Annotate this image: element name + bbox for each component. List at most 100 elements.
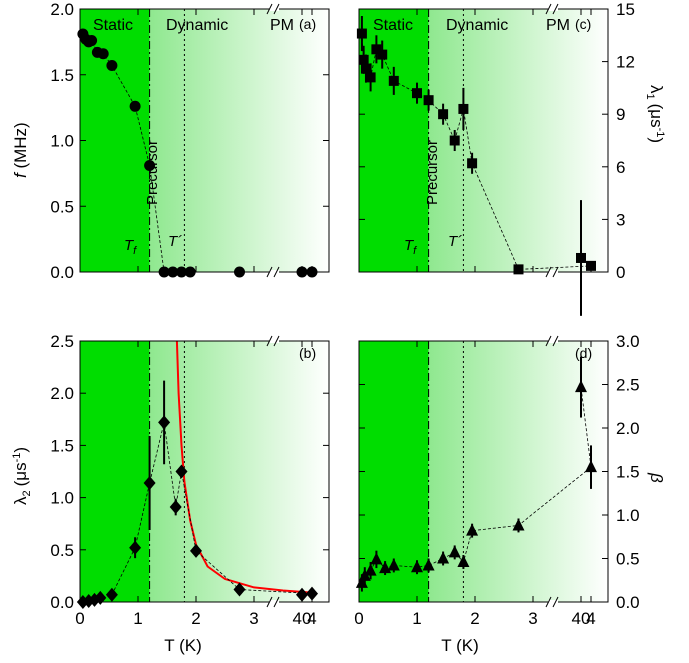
static-region — [80, 341, 150, 602]
x-tick-label: 0 — [354, 609, 363, 628]
axis-break-gap — [548, 339, 558, 343]
axis-break-mark — [552, 266, 559, 278]
y-tick-label: 1.5 — [50, 436, 74, 455]
data-point — [158, 415, 171, 430]
x-tick-label: 3 — [249, 609, 258, 628]
data-point — [457, 554, 470, 567]
plot-layer-a: 0.0 0.5 1.0 1.5 2.0 — [50, 0, 330, 282]
y-tick-label: 15 — [616, 0, 635, 19]
dynamic-label: Dynamic — [166, 17, 228, 34]
data-point — [448, 545, 461, 558]
data-point — [370, 552, 383, 565]
x-tick-label: 2 — [191, 609, 200, 628]
y-tick-label: 1.5 — [50, 66, 74, 85]
axis-break-mark — [273, 3, 280, 15]
data-point — [129, 540, 142, 555]
data-point — [169, 499, 182, 514]
x-tick-label: 3 — [528, 609, 537, 628]
axis-break-mark — [545, 335, 552, 347]
static-label: Static — [93, 17, 133, 34]
y-tick-label: 3.0 — [616, 332, 640, 351]
x-tick-label: 1 — [412, 609, 421, 628]
precursor-label: Precursor — [424, 140, 441, 205]
data-point — [585, 460, 597, 473]
x-tick-label: 2 — [470, 609, 479, 628]
static-region — [359, 9, 429, 272]
x-tick-label: 4 — [307, 609, 316, 628]
connecting-line — [361, 387, 592, 584]
x-tick-label: 0 — [75, 609, 84, 628]
pm-label: PM — [546, 17, 570, 34]
panel-tag-a: (a) — [299, 16, 316, 32]
data-point — [388, 75, 399, 86]
data-point — [190, 543, 202, 558]
y-tick-label: 0.0 — [50, 593, 74, 612]
axis-break-mark — [273, 596, 280, 608]
data-point — [365, 72, 376, 83]
axis-break-mark — [545, 266, 552, 278]
data-point — [233, 582, 246, 597]
x-tick-label: 4 — [586, 609, 595, 628]
data-point — [358, 568, 371, 581]
y-tick-label: 2.0 — [50, 384, 74, 403]
y-axis-title-a: f (MHz) — [11, 122, 30, 178]
axis-break-gap — [269, 270, 279, 274]
data-point — [86, 35, 98, 47]
y-axis-title-b: λ2(μs-1) — [11, 447, 33, 505]
axis-break-gap — [269, 7, 279, 11]
dynamic-label: Dynamic — [446, 17, 508, 34]
data-point — [144, 159, 156, 171]
axis-break-mark — [545, 596, 552, 608]
y-tick-label: 3 — [616, 210, 625, 229]
data-point — [586, 260, 596, 271]
y-tick-label: 0.0 — [50, 263, 74, 282]
data-point — [306, 586, 318, 601]
data-point — [364, 563, 377, 576]
plot-frame — [79, 340, 330, 603]
y-tick-label: 12 — [616, 53, 635, 72]
data-point — [512, 518, 525, 531]
panel-a-frequency: 0.0 0.5 1.0 1.5 2.0 Static Dynamic PM (a) Pr… — [11, 0, 330, 282]
tprime-label: T´ — [168, 233, 182, 250]
data-point — [466, 523, 479, 536]
data-point — [97, 48, 109, 60]
axis-break-mark — [266, 3, 273, 15]
axis-break-gap — [548, 7, 558, 11]
axis-break-mark — [552, 3, 559, 15]
data-point — [437, 551, 450, 564]
data-point — [175, 464, 188, 479]
axis-break-mark — [552, 596, 559, 608]
axis-break-mark — [552, 335, 559, 347]
x-tick-label: 40 — [293, 609, 312, 628]
y-tick-label: 1.0 — [50, 489, 74, 508]
y-tick-label: 2.0 — [50, 0, 74, 19]
static-label: Static — [373, 17, 413, 34]
y-tick-label: 0 — [616, 263, 625, 282]
x-axis-title-b: T (K) — [164, 636, 201, 655]
y-axis-title-c: λ1(μs-1) — [644, 85, 666, 143]
data-point — [412, 88, 422, 99]
y-tick-label: 2.5 — [50, 332, 74, 351]
axis-break-mark — [273, 335, 280, 347]
axis-break-gap — [548, 270, 558, 274]
panel-tag-b: (b) — [299, 345, 316, 361]
y-tick-label: 1.0 — [50, 132, 74, 151]
plot-layer-c: 0 3 6 9 12 15 — [356, 0, 635, 316]
y-tick-label: 6 — [616, 158, 625, 177]
plot-layer-d: 0.0 0.5 1.0 1.5 2.0 2.5 3.0 0 1 2 3 440 — [354, 332, 639, 628]
y-tick-label: 1.5 — [616, 463, 640, 482]
panel-tag-c: (c) — [575, 16, 591, 32]
axis-break-gap — [269, 600, 279, 604]
tf-label: Tf — [124, 237, 137, 257]
data-point — [377, 49, 388, 60]
data-point — [449, 135, 460, 146]
plot-frame — [358, 8, 609, 273]
precursor-label: Precursor — [144, 140, 161, 205]
x-tick-label: 40 — [572, 609, 591, 628]
y-tick-label: 0.5 — [616, 550, 640, 569]
static-region — [80, 9, 150, 272]
y-tick-label: 1.0 — [616, 506, 640, 525]
data-point — [411, 560, 423, 573]
axis-break-mark — [273, 266, 280, 278]
